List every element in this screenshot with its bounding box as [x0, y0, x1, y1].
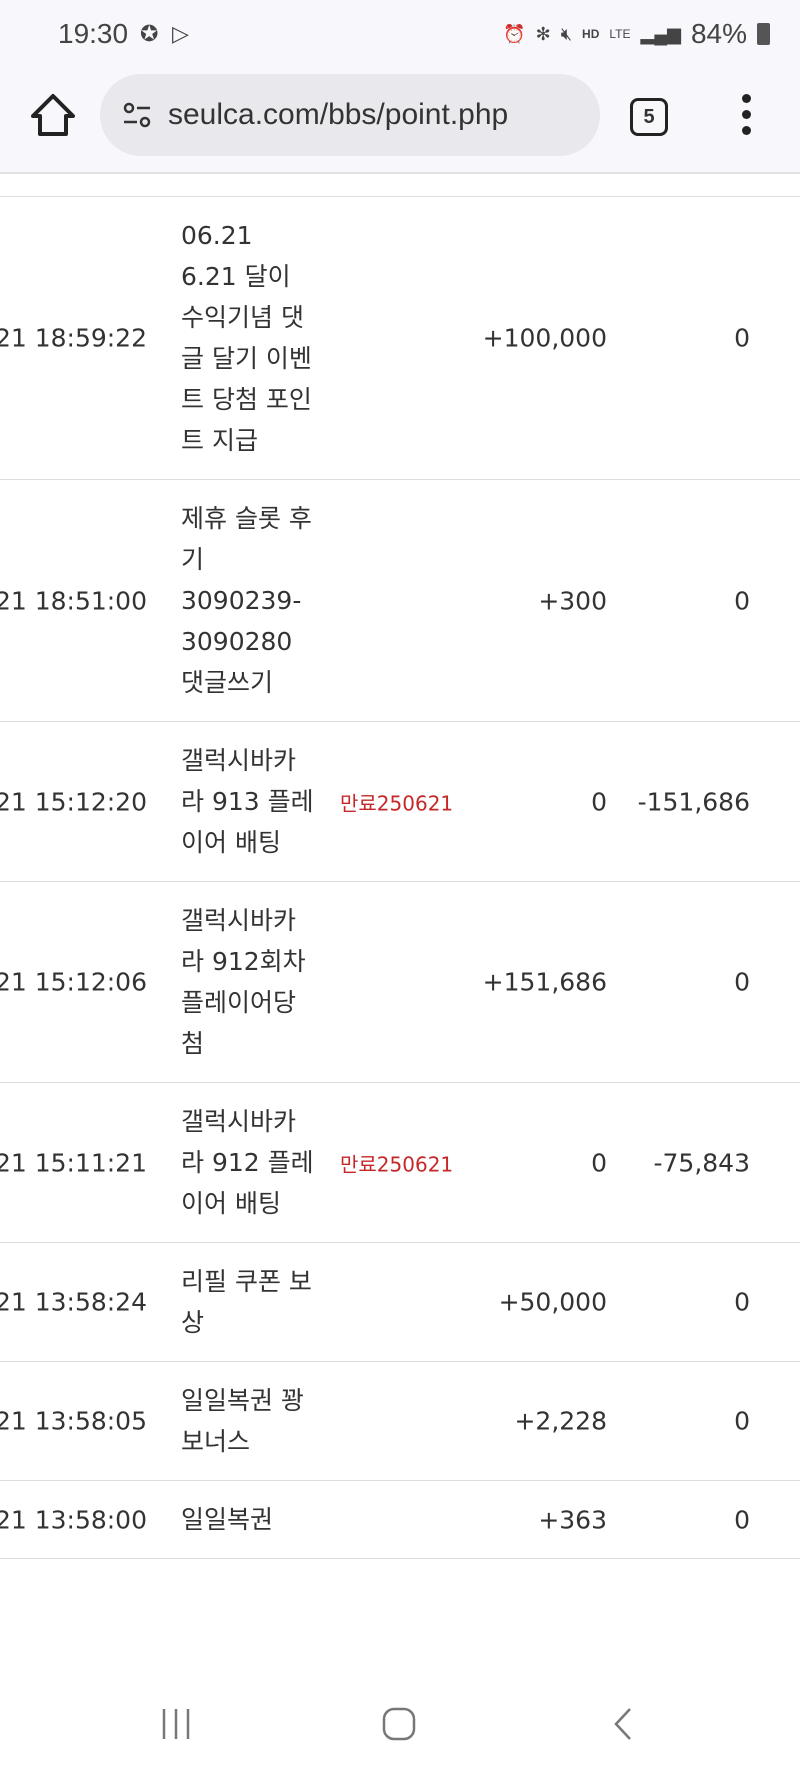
play-store-icon: ▷ — [172, 21, 189, 46]
row-datetime: 21 13:58:05 — [0, 1406, 147, 1436]
address-bar[interactable]: seulca.com/bbs/point.php — [100, 74, 600, 156]
table-row: 21 15:12:06 갤럭시바카라 912회차 플레이어당첨 +151,686 0 — [0, 882, 800, 1083]
row-description: 리필 쿠폰 보상 — [181, 1267, 312, 1337]
table-row: 21 15:12:20 갤럭시바카라 913 플레이어 배팅 만료250621 0 -1… — [0, 722, 800, 882]
row-description: 일일복권 꽝 보너스 — [181, 1386, 304, 1456]
row-plus: +363 — [538, 1505, 607, 1534]
signal-icon: ▂▄▆ — [640, 23, 681, 44]
row-plus: +151,686 — [482, 967, 607, 997]
table-row: 21 15:11:21 갤럭시바카라 912 플레이어 배팅 만료250621 0 -7… — [0, 1083, 800, 1243]
v-badge-icon: ✪ — [140, 21, 159, 46]
row-expire: 만료250621 — [340, 1152, 454, 1176]
row-datetime: 21 18:51:00 — [0, 586, 147, 615]
home-nav-icon[interactable] — [382, 1707, 416, 1741]
more-menu-icon[interactable] — [736, 94, 756, 140]
bluetooth-icon: ✻ — [535, 23, 551, 44]
alarm-icon: ⏰ — [503, 23, 526, 44]
recent-apps-icon[interactable] — [160, 1707, 192, 1741]
row-minus: 0 — [734, 967, 750, 997]
row-description: 일일복권 — [181, 1505, 274, 1534]
row-minus: 0 — [734, 1505, 750, 1534]
row-plus: 0 — [591, 1148, 607, 1177]
browser-toolbar: seulca.com/bbs/point.php 5 — [0, 64, 800, 174]
row-description: 갤럭시바카라 913 플레이어 배팅 — [181, 746, 314, 857]
row-description: 갤럭시바카라 912회차 플레이어당첨 — [181, 906, 306, 1058]
system-nav-bar — [0, 1665, 800, 1778]
row-plus: +100,000 — [482, 323, 607, 353]
lte-icon: LTE — [609, 27, 631, 41]
row-description: 제휴 슬롯 후기 3090239-3090280 댓글쓰기 — [181, 504, 312, 697]
battery-icon — [757, 23, 770, 45]
row-datetime: 21 15:12:06 — [0, 967, 147, 997]
row-plus: +2,228 — [514, 1406, 607, 1436]
row-description: 갤럭시바카라 912 플레이어 배팅 — [181, 1107, 314, 1218]
row-datetime: 21 18:59:22 — [0, 323, 147, 353]
url-text: seulca.com/bbs/point.php — [168, 98, 509, 131]
points-table: 21 18:59:22 06.21 6.21 달이 수익기념 댓글 달기 이벤트 … — [0, 196, 800, 1559]
row-datetime: 21 13:58:24 — [0, 1287, 147, 1317]
status-bar: 19:30 ✪ ▷ ⏰ ✻ 🔇︎ HD LTE ▂▄▆ 84% — [0, 0, 800, 64]
hd-voice-icon: HD — [582, 27, 600, 41]
row-datetime: 21 15:12:20 — [0, 787, 147, 816]
row-minus: 0 — [734, 1406, 750, 1436]
row-minus: -151,686 — [637, 787, 750, 816]
table-row: 21 13:58:24 리필 쿠폰 보상 +50,000 0 — [0, 1243, 800, 1362]
battery-level: 84% — [690, 18, 747, 49]
row-datetime: 21 13:58:00 — [0, 1505, 147, 1534]
back-icon[interactable] — [612, 1707, 634, 1741]
row-plus: +50,000 — [498, 1287, 607, 1317]
row-minus: -75,843 — [653, 1148, 751, 1177]
table-row: 21 13:58:00 일일복권 +363 0 — [0, 1481, 800, 1559]
table-row: 21 18:51:00 제휴 슬롯 후기 3090239-3090280 댓글쓰기… — [0, 480, 800, 722]
row-description: 06.21 6.21 달이 수익기념 댓글 달기 이벤트 당첨 포인트 지급 — [181, 221, 312, 455]
row-plus: 0 — [591, 787, 607, 816]
row-minus: 0 — [734, 1287, 750, 1317]
row-datetime: 21 15:11:21 — [0, 1148, 147, 1177]
clock: 19:30 — [58, 18, 129, 49]
mute-icon: 🔇︎ — [560, 23, 573, 44]
row-plus: +300 — [538, 586, 607, 615]
table-row: 21 18:59:22 06.21 6.21 달이 수익기념 댓글 달기 이벤트 … — [0, 197, 800, 480]
home-icon[interactable] — [28, 90, 78, 140]
site-settings-icon[interactable] — [120, 98, 154, 132]
table-row: 21 13:58:05 일일복권 꽝 보너스 +2,228 0 — [0, 1362, 800, 1481]
tab-switcher-button[interactable]: 5 — [630, 98, 668, 136]
row-minus: 0 — [734, 323, 750, 353]
row-minus: 0 — [734, 586, 750, 615]
row-expire: 만료250621 — [340, 791, 454, 815]
